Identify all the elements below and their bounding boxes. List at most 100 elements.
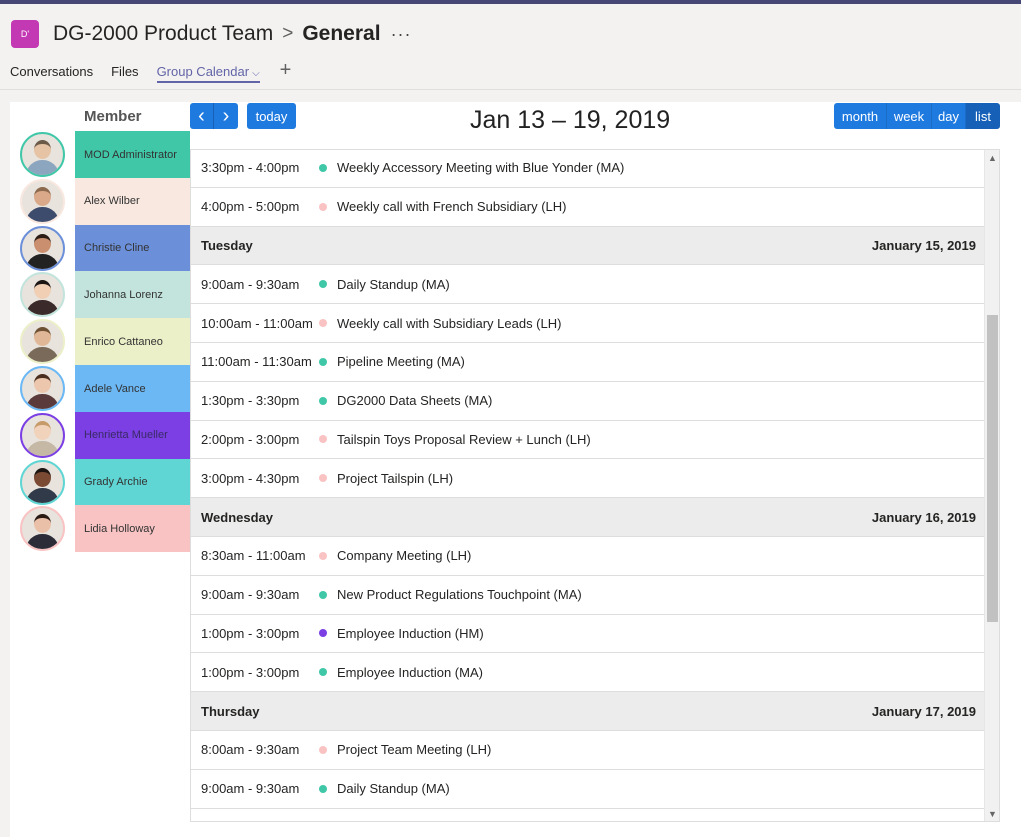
event-color-dot [319,357,327,366]
member-name[interactable]: Enrico Cattaneo [75,318,190,366]
team-name[interactable]: DG-2000 Product Team [53,22,274,45]
view-list-button[interactable]: list [966,103,1000,129]
member-name[interactable]: Adele Vance [75,365,190,412]
app-top-bar [0,0,1021,4]
member-row[interactable]: MOD Administrator [10,131,190,178]
event-title[interactable]: Employee Induction (MA) [337,664,483,680]
member-row[interactable]: Alex Wilber [10,177,190,225]
event-row[interactable]: 10:00am - 11:00am Weekly call with Subsid… [191,304,986,343]
event-title[interactable]: Project Team Meeting (LH) [337,742,492,758]
member-avatar[interactable] [20,366,65,411]
scrollbar-thumb[interactable] [987,315,998,623]
event-color-dot [319,784,327,793]
member-avatar[interactable] [20,319,65,365]
event-row[interactable]: 8:30am - 11:00am Company Meeting (LH) [191,537,986,576]
event-row[interactable]: 4:00pm - 5:00pm Weekly call with French S… [191,188,986,227]
event-title[interactable]: Daily Standup (MA) [337,276,450,292]
day-header-row: Thursday January 17, 2019 [191,692,986,731]
member-heading: Member [84,108,142,125]
event-title[interactable]: Project Tailspin (LH) [337,470,454,486]
channel-tabs: Conversations Files Group Calendar ⌵ + [10,59,292,90]
event-time: 4:00pm - 5:00pm [201,199,300,215]
next-button[interactable]: › [214,103,238,129]
member-name[interactable]: Henrietta Mueller [75,411,190,459]
chevron-left-icon: ‹ [198,105,205,127]
event-color-dot [319,745,327,754]
event-title[interactable]: Weekly Accessory Meeting with Blue Yonde… [337,160,625,176]
team-avatar[interactable]: D' [11,20,39,48]
member-name[interactable]: Johanna Lorenz [75,271,190,319]
event-title[interactable]: Pipeline Meeting (MA) [337,354,465,370]
today-button[interactable]: today [247,103,296,129]
event-time: 1:00pm - 3:00pm [201,625,300,641]
event-row[interactable]: 3:30pm - 4:00pm Weekly Accessory Meeting … [191,150,986,188]
event-title[interactable]: Daily Standup (MA) [337,781,450,797]
event-color-dot [319,396,327,405]
event-row[interactable]: 11:00am - 11:30am Pipeline Meeting (MA) [191,343,986,382]
member-name[interactable]: Lidia Holloway [75,505,190,553]
view-day-button[interactable]: day [932,103,966,129]
add-tab-button[interactable]: + [279,59,292,81]
event-color-dot [319,629,327,638]
event-row[interactable]: 9:00am - 9:30am Daily Standup (MA) [191,265,986,305]
member-avatar[interactable] [20,272,65,318]
event-title[interactable]: Weekly call with French Subsidiary (LH) [337,199,567,215]
view-week-button[interactable]: week [887,103,932,129]
member-row[interactable]: Grady Archie [10,458,190,506]
event-row[interactable]: 8:00am - 9:30am Project Team Meeting (LH) [191,731,986,770]
event-title[interactable]: New Product Regulations Touchpoint (MA) [337,587,582,603]
event-time: 9:00am - 9:30am [201,781,300,797]
event-row[interactable]: 9:00am - 9:30am Daily Standup (MA) [191,770,986,809]
member-avatar[interactable] [20,132,65,177]
member-avatar[interactable] [20,178,65,224]
member-row[interactable]: Enrico Cattaneo [10,318,190,366]
member-name[interactable]: Alex Wilber [75,177,190,225]
event-color-dot [319,202,327,211]
day-header-row: Wednesday January 16, 2019 [191,498,986,537]
event-time: 9:00am - 9:30am [201,587,300,603]
member-name[interactable]: Grady Archie [75,458,190,506]
view-month-button[interactable]: month [834,103,887,129]
member-row[interactable]: Henrietta Mueller [10,411,190,459]
day-date: January 17, 2019 [871,703,976,719]
calendar-content: Member MOD Administrator Alex Wilber Chris… [10,102,1021,837]
more-options-icon[interactable]: ··· [390,23,412,44]
member-row[interactable]: Christie Cline [10,224,190,272]
event-row[interactable]: 2:00pm - 3:00pm Tailspin Toys Proposal Re… [191,421,986,460]
member-name[interactable]: MOD Administrator [75,131,190,178]
member-avatar[interactable] [20,506,65,552]
tab-conversations[interactable]: Conversations [10,64,94,79]
member-name[interactable]: Christie Cline [75,224,190,272]
member-row[interactable]: Johanna Lorenz [10,271,190,319]
channel-name[interactable]: General [302,22,381,45]
event-row[interactable]: 1:30pm - 3:30pm DG2000 Data Sheets (MA) [191,382,986,421]
event-title[interactable]: DG2000 Data Sheets (MA) [337,393,493,409]
vertical-scrollbar[interactable]: ▲ ▼ [984,150,999,821]
member-avatar[interactable] [20,225,65,271]
event-title[interactable]: Company Meeting (LH) [337,548,472,564]
event-row[interactable]: 3:00pm - 4:30pm Project Tailspin (LH) [191,459,986,499]
tab-group-calendar[interactable]: Group Calendar ⌵ [156,62,260,83]
member-row[interactable]: Adele Vance [10,365,190,412]
event-time: 2:00pm - 3:00pm [201,431,300,447]
member-row[interactable]: Lidia Holloway [10,505,190,553]
day-name: Wednesday [201,509,274,525]
chevron-down-icon[interactable]: ⌵ [252,68,260,79]
member-avatar[interactable] [20,459,65,505]
event-title[interactable]: Tailspin Toys Proposal Review + Lunch (L… [337,431,591,447]
member-avatar[interactable] [20,412,65,458]
event-row[interactable]: 1:00pm - 3:00pm Employee Induction (MA) [191,653,986,693]
view-switcher: month week day list [834,103,1000,129]
event-row[interactable]: 9:00am - 9:30am New Product Regulations T… [191,576,986,615]
tab-files[interactable]: Files [111,64,139,79]
event-title[interactable]: Employee Induction (HM) [337,625,484,641]
day-date: January 15, 2019 [871,237,976,253]
event-row[interactable]: 1:00pm - 3:00pm Employee Induction (HM) [191,615,986,654]
scroll-down-arrow-icon[interactable]: ▼ [988,808,997,819]
event-time: 10:00am - 11:00am [201,315,313,331]
scroll-up-arrow-icon[interactable]: ▲ [988,152,997,163]
event-list-container[interactable]: 3:30pm - 4:00pm Weekly Accessory Meeting … [190,149,1000,822]
event-title[interactable]: Weekly call with Subsidiary Leads (LH) [337,315,562,331]
event-color-dot [319,163,327,172]
prev-button[interactable]: ‹ [190,103,214,129]
